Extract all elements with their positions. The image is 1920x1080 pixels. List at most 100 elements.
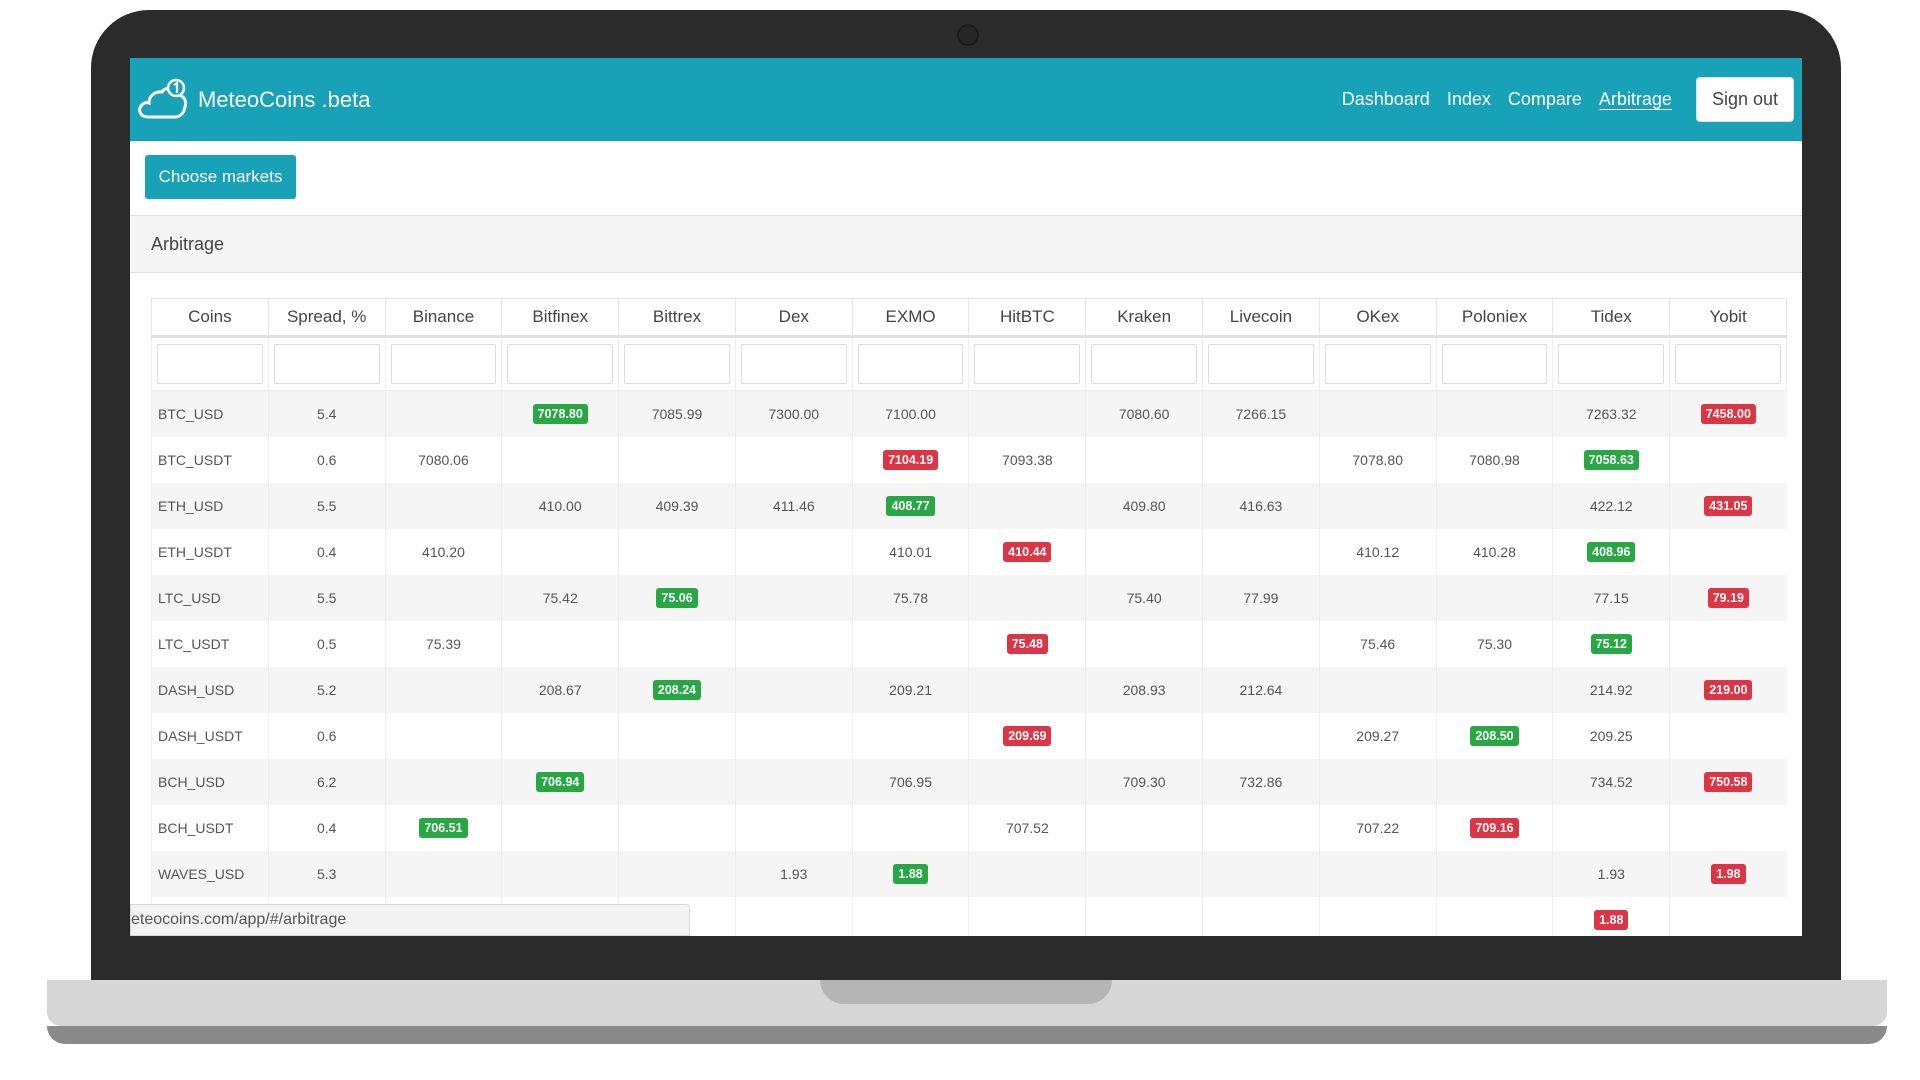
price-cell: 7100.00 <box>851 390 969 437</box>
price-cell <box>618 528 736 575</box>
column-header[interactable]: OKex <box>1318 298 1437 338</box>
column-filter-input[interactable] <box>624 344 730 384</box>
price-cell <box>1085 528 1203 575</box>
column-header[interactable]: Tidex <box>1552 298 1671 338</box>
price-cell: 410.44 <box>968 528 1086 575</box>
price-cell: 219.00 <box>1669 666 1787 713</box>
price-cell: 209.21 <box>851 666 969 713</box>
price-cell: 750.58 <box>1669 758 1787 805</box>
column-header[interactable]: Bittrex <box>618 298 736 338</box>
column-header[interactable]: Binance <box>384 298 503 338</box>
table-row: ETH_USDT 0.4 410.20 410.01 410.44 410.12 410.2… <box>151 528 1787 575</box>
price-cell: 75.39 <box>384 620 502 667</box>
column-header[interactable]: EXMO <box>851 298 970 338</box>
column-filter-input[interactable] <box>390 344 497 384</box>
table-body: BTC_USD 5.4 7078.80 7085.99 7300.00 7100.00 70… <box>151 390 1787 936</box>
column-header[interactable]: HitBTC <box>968 298 1087 338</box>
price-cell <box>734 804 853 851</box>
filter-cell <box>1552 336 1671 391</box>
arbitrage-table-container[interactable]: Coins Spread, % Binance Bitfinex Bittrex Dex E… <box>151 298 1787 936</box>
lowest-price-badge: 7078.80 <box>532 403 588 424</box>
filter-cell <box>384 336 503 391</box>
filter-row <box>151 336 1787 391</box>
column-header[interactable]: Poloniex <box>1435 298 1554 338</box>
column-filter-input[interactable] <box>1091 344 1198 384</box>
lowest-price-badge: 408.77 <box>886 495 935 516</box>
column-header[interactable]: Spread, % <box>267 298 386 338</box>
column-filter-input[interactable] <box>857 344 964 384</box>
column-header[interactable]: Livecoin <box>1202 298 1320 338</box>
nav-dashboard[interactable]: Dashboard <box>1341 89 1430 109</box>
column-filter-input[interactable] <box>273 344 380 384</box>
price-cell <box>851 804 969 851</box>
price-cell: 408.96 <box>1552 528 1670 575</box>
highest-price-badge: 219.00 <box>1704 679 1753 700</box>
price-cell: 734.52 <box>1552 758 1670 805</box>
price-cell: 416.63 <box>1202 482 1320 529</box>
price-cell: 7080.06 <box>384 436 502 483</box>
column-header[interactable]: Yobit <box>1669 298 1787 338</box>
column-header[interactable]: Kraken <box>1085 298 1204 338</box>
column-header[interactable]: Bitfinex <box>501 298 620 338</box>
choose-markets-button[interactable]: Choose markets <box>145 155 296 199</box>
column-filter-input[interactable] <box>1324 344 1431 384</box>
column-header[interactable]: Dex <box>734 298 853 338</box>
screen: MeteoCoins .beta Dashboard Index Compare… <box>130 58 1802 936</box>
column-filter-input[interactable] <box>1675 344 1781 384</box>
coin-pair-cell: DASH_USDT <box>151 712 269 759</box>
section-title: Arbitrage <box>130 215 1802 273</box>
nav-index[interactable]: Index <box>1446 89 1491 109</box>
price-cell <box>734 666 853 713</box>
price-cell <box>501 850 619 897</box>
filter-cell <box>151 336 269 391</box>
price-cell <box>1435 390 1553 437</box>
column-filter-input[interactable] <box>740 344 847 384</box>
table-row: LTC_USD 5.5 75.42 75.06 75.78 75.40 77.99 77.15… <box>151 574 1787 621</box>
price-cell <box>1669 804 1787 851</box>
nav-compare[interactable]: Compare <box>1507 89 1582 109</box>
price-cell <box>1318 896 1437 936</box>
spread-cell: 0.4 <box>267 804 386 851</box>
price-cell: 709.16 <box>1435 804 1553 851</box>
lowest-price-badge: 208.24 <box>652 679 702 700</box>
column-filter-input[interactable] <box>1441 344 1548 384</box>
price-cell: 208.67 <box>501 666 619 713</box>
price-cell: 709.30 <box>1085 758 1203 805</box>
price-cell: 208.50 <box>1435 712 1553 759</box>
column-filter-input[interactable] <box>157 344 263 384</box>
coin-pair-cell: BCH_USDT <box>151 804 269 851</box>
price-cell <box>384 482 502 529</box>
brand[interactable]: MeteoCoins .beta <box>136 77 370 123</box>
price-cell <box>618 804 736 851</box>
column-filter-input[interactable] <box>974 344 1081 384</box>
lowest-price-badge: 75.12 <box>1590 633 1632 654</box>
highest-price-badge: 209.69 <box>1003 725 1052 746</box>
column-filter-input[interactable] <box>507 344 614 384</box>
price-cell: 706.94 <box>501 758 619 805</box>
column-filter-input[interactable] <box>1558 344 1665 384</box>
table-row: LTC_USDT 0.5 75.39 75.48 75.46 75.30 75.12 <box>151 620 1787 667</box>
table-row: BCH_USD 6.2 706.94 706.95 709.30 732.86 734.52… <box>151 758 1787 805</box>
price-cell: 75.12 <box>1552 620 1670 667</box>
price-cell <box>1435 574 1553 621</box>
price-cell <box>1435 896 1553 936</box>
price-cell <box>734 436 853 483</box>
column-header[interactable]: Coins <box>151 298 269 338</box>
coin-pair-cell: ETH_USDT <box>151 528 269 575</box>
spread-cell: 0.5 <box>267 620 386 667</box>
price-cell <box>384 574 502 621</box>
price-cell <box>1669 620 1787 667</box>
highest-price-badge: 75.48 <box>1006 633 1048 654</box>
sign-out-button[interactable]: Sign out <box>1695 77 1794 122</box>
price-cell <box>1202 850 1320 897</box>
column-filter-input[interactable] <box>1208 344 1314 384</box>
nav-arbitrage[interactable]: Arbitrage <box>1598 89 1672 109</box>
lowest-price-badge: 7058.63 <box>1583 449 1639 470</box>
price-cell <box>618 758 736 805</box>
price-cell: 212.64 <box>1202 666 1320 713</box>
price-cell: 707.52 <box>968 804 1086 851</box>
price-cell: 7080.60 <box>1085 390 1203 437</box>
spread-cell: 0.6 <box>267 436 386 483</box>
price-cell: 209.69 <box>968 712 1086 759</box>
spread-cell: 0.4 <box>267 528 386 575</box>
